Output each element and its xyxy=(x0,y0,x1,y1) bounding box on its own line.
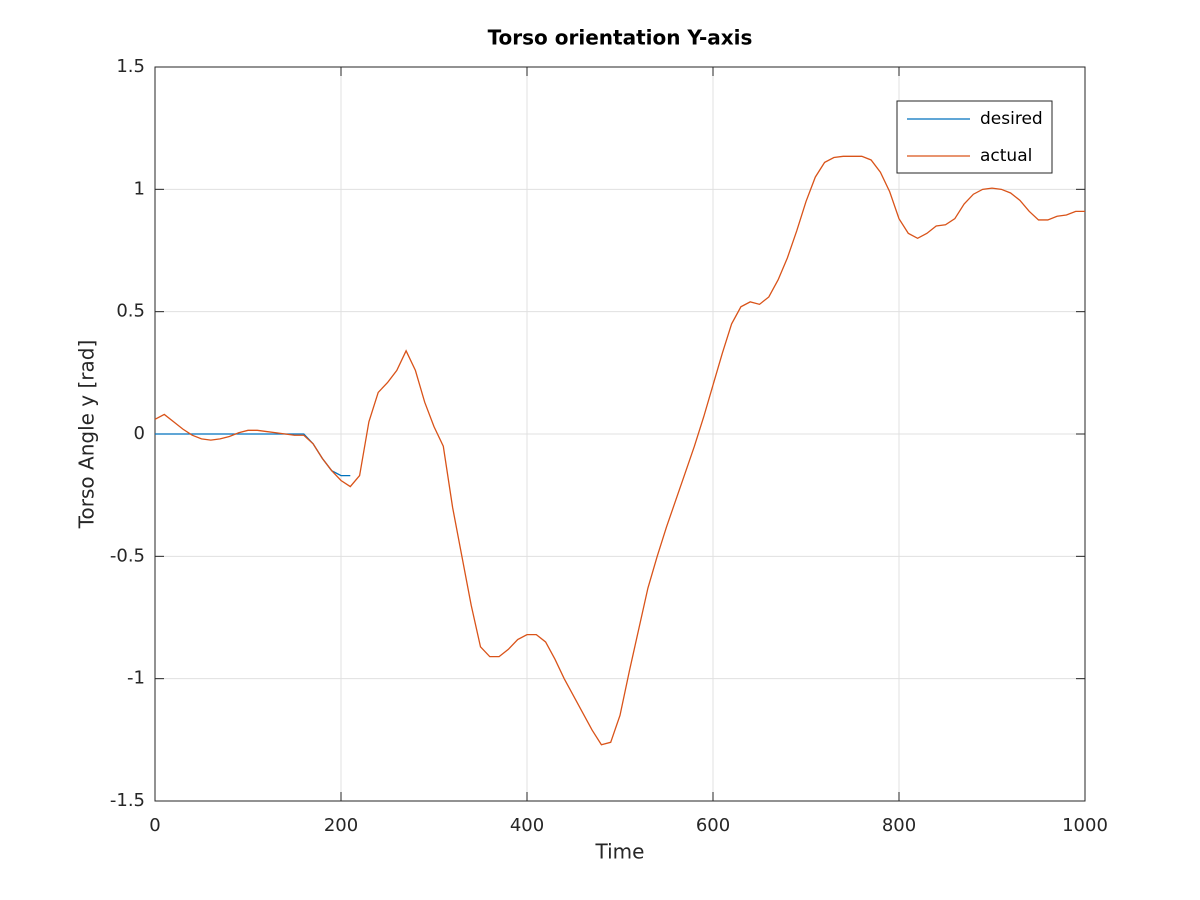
x-tick-label: 400 xyxy=(510,815,544,836)
y-tick-label: 0 xyxy=(134,423,145,444)
x-tick-label: 200 xyxy=(324,815,358,836)
y-axis-label: Torso Angle y [rad] xyxy=(75,340,99,530)
x-axis-label: Time xyxy=(595,840,645,864)
y-tick-label: 1.5 xyxy=(116,56,145,77)
x-tick-label: 1000 xyxy=(1062,815,1108,836)
legend-label: desired xyxy=(980,109,1043,129)
y-tick-label: -0.5 xyxy=(110,545,145,566)
x-tick-label: 0 xyxy=(149,815,160,836)
chart-title: Torso orientation Y-axis xyxy=(488,26,753,50)
y-tick-label: -1 xyxy=(127,668,145,689)
x-tick-label: 600 xyxy=(696,815,730,836)
y-tick-label: -1.5 xyxy=(110,790,145,811)
y-tick-label: 0.5 xyxy=(116,301,145,322)
x-tick-label: 800 xyxy=(882,815,916,836)
data-line xyxy=(154,155,1085,746)
legend-label: actual xyxy=(980,146,1032,166)
legend-box xyxy=(896,100,1053,174)
y-tick-label: 1 xyxy=(134,178,145,199)
